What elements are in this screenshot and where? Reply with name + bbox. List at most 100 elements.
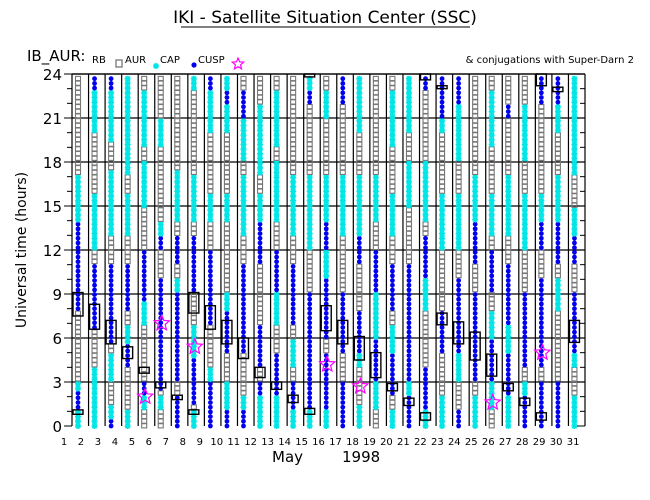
aur-point [157, 150, 164, 157]
aur-point [571, 385, 578, 391]
cusp-point [108, 278, 114, 283]
cap-point [339, 188, 346, 195]
cusp-point [423, 249, 428, 255]
aur-point [521, 94, 528, 100]
x-tick-label: 17 [329, 437, 342, 448]
aur-point [472, 141, 479, 147]
cusp-point [207, 282, 213, 288]
cap-point [521, 230, 528, 237]
cap-point [207, 216, 214, 223]
aur-point [174, 80, 181, 86]
aur-point [141, 343, 148, 349]
cap-point [91, 230, 98, 237]
cusp-point [224, 99, 230, 105]
cap-point [372, 315, 379, 322]
cap-point [240, 202, 247, 209]
cap-point [455, 103, 462, 110]
aur-point [141, 211, 148, 218]
cusp-point [538, 245, 544, 251]
cusp-point [174, 292, 180, 297]
aur-point [554, 348, 561, 354]
cap-point [124, 225, 131, 232]
cusp-point [274, 268, 279, 274]
cap-point [124, 423, 131, 429]
cap-point [422, 291, 429, 298]
cap-point [389, 408, 396, 415]
cap-point [323, 254, 330, 261]
aur-point [223, 268, 230, 274]
aur-point [74, 155, 82, 161]
cusp-point [75, 264, 81, 269]
cap-point [405, 113, 412, 120]
cusp-point [340, 90, 346, 96]
cap-point [75, 188, 81, 195]
cap-point [91, 108, 98, 115]
cusp-point [423, 254, 428, 260]
cusp-point [406, 315, 412, 321]
cusp-point [207, 414, 213, 420]
aur-point [290, 104, 297, 110]
cap-point [405, 103, 412, 110]
cap-point [124, 75, 131, 82]
aur-point [256, 310, 264, 316]
cap-point [124, 99, 131, 106]
cap-point [108, 113, 115, 120]
aur-point [323, 155, 330, 161]
aur-point [306, 165, 313, 171]
cap-point [521, 141, 528, 148]
cusp-point [323, 235, 329, 241]
aur-point [455, 254, 462, 260]
y-tick-label: 6 [52, 330, 62, 348]
aur-point [256, 282, 264, 288]
cap-point [273, 315, 280, 322]
cap-point [538, 211, 545, 218]
aur-point [91, 343, 98, 349]
x-tick-label: 5 [129, 437, 135, 448]
cusp-point [257, 221, 263, 227]
cap-point [339, 174, 346, 181]
cusp-point [472, 334, 478, 340]
aur-point [356, 136, 363, 143]
cusp-point [75, 306, 81, 312]
aur-point [472, 108, 479, 114]
cusp-point [108, 418, 114, 424]
cusp-point [505, 264, 511, 269]
aur-point [339, 263, 346, 269]
cap-point [455, 211, 462, 218]
cusp-point [125, 282, 131, 288]
aur-point [74, 99, 82, 105]
cusp-point [75, 395, 81, 401]
cap-point [273, 136, 280, 143]
aur-point [207, 230, 214, 237]
cap-point [190, 207, 197, 214]
aur-point [554, 319, 561, 326]
aur-point [538, 254, 545, 260]
cap-point [290, 197, 297, 204]
cap-point [174, 183, 181, 190]
cusp-point [174, 343, 180, 349]
aur-point [124, 258, 131, 265]
cusp-point [340, 85, 346, 91]
cusp-point [241, 339, 246, 344]
x-tick-label: 22 [414, 437, 427, 448]
cap-point [455, 197, 462, 204]
cusp-point [224, 418, 230, 424]
cap-point [455, 371, 462, 378]
cap-point [190, 80, 197, 87]
aur-point [74, 80, 82, 86]
cap-point [455, 122, 462, 129]
cap-point [257, 122, 264, 129]
cap-point [571, 169, 578, 176]
x-tick-label: 28 [516, 437, 529, 448]
aur-point [554, 132, 561, 138]
cap-point [91, 211, 98, 218]
cap-point [472, 399, 479, 406]
cusp-point [241, 343, 246, 349]
aur-point [538, 263, 545, 269]
cusp-point [555, 418, 561, 424]
cusp-point [439, 334, 445, 340]
cusp-point [406, 278, 412, 283]
cusp-point [323, 287, 329, 293]
cusp-point [489, 278, 495, 283]
aur-point [389, 240, 396, 246]
